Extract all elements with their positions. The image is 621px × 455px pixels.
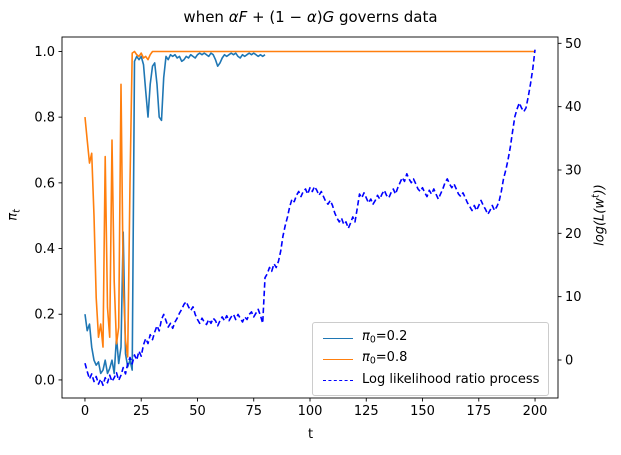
legend-item-log-likelihood-ratio: Log likelihood ratio process xyxy=(323,371,540,388)
text-part: Log likelihood ratio process xyxy=(362,371,540,387)
text-part: log(L(w xyxy=(592,197,608,246)
y-tick-label-left: 0.0 xyxy=(34,373,55,388)
text-part: 0 xyxy=(369,334,376,346)
text-part: α xyxy=(306,8,317,26)
y-tick-label-left: 0.8 xyxy=(34,111,55,126)
y-tick-label-right: 20 xyxy=(565,227,582,242)
y-tick-label-right: 10 xyxy=(565,290,582,305)
text-part: =0.8 xyxy=(375,350,408,366)
y-tick-label-left: 1.0 xyxy=(34,45,55,60)
text-part: )) xyxy=(592,184,608,195)
series-llr xyxy=(84,49,536,387)
text-part: t xyxy=(590,194,602,198)
y-tick-label-left: 0.6 xyxy=(34,176,55,191)
text-part: 0 xyxy=(369,355,376,367)
y-tick-label-left: 0.4 xyxy=(34,242,55,257)
legend-item-pi0-08: π0=0.8 xyxy=(323,350,538,367)
legend-label: π0=0.2 xyxy=(362,329,408,346)
series-pi0-08 xyxy=(84,50,535,358)
y-axis-label-right: log(L(wt)) xyxy=(591,184,608,246)
x-tick-label: 125 xyxy=(354,404,379,419)
text-part: αF xyxy=(228,8,248,26)
legend-line-sample xyxy=(323,337,353,339)
y-tick-label-right: 50 xyxy=(565,37,582,52)
x-tick-label: 50 xyxy=(189,404,206,419)
legend-label: Log likelihood ratio process xyxy=(362,371,540,388)
text-part: + (1 − xyxy=(247,8,307,26)
text-part: ) xyxy=(316,8,323,26)
chart-title: when αF + (1 − α)G governs data xyxy=(0,8,621,26)
y-tick-label-right: 30 xyxy=(565,164,582,179)
text-part: π xyxy=(5,212,21,221)
text-part: =0.2 xyxy=(375,329,408,344)
y-tick-label-right: 40 xyxy=(565,100,582,115)
text-part: π xyxy=(362,329,370,344)
x-tick-label: 175 xyxy=(466,404,491,419)
legend-item-pi0-02: π0=0.2 xyxy=(323,329,538,346)
legend-line-sample xyxy=(323,359,353,361)
x-tick-label: 75 xyxy=(245,404,262,419)
x-tick-label: 25 xyxy=(133,404,150,419)
series-pi0-02 xyxy=(84,52,266,375)
text-part: governs data xyxy=(334,8,438,26)
x-axis-label: t xyxy=(307,427,314,442)
x-tick-label: 150 xyxy=(410,404,435,419)
text-part: G xyxy=(322,8,335,26)
x-tick-label: 0 xyxy=(81,404,89,419)
legend-line-sample xyxy=(323,379,353,381)
y-axis-label-left: πt xyxy=(6,209,23,221)
y-tick-label-left: 0.2 xyxy=(34,308,55,323)
legend: π0=0.2 π0=0.8 Log likelihood ratio proce… xyxy=(312,322,549,396)
text-part: π xyxy=(362,350,370,366)
legend-label: π0=0.8 xyxy=(362,350,408,367)
text-part: when xyxy=(183,8,229,26)
text-part: t xyxy=(11,209,23,213)
y-tick-label-right: 0 xyxy=(565,354,573,369)
x-tick-label: 100 xyxy=(298,404,323,419)
x-tick-label: 200 xyxy=(523,404,548,419)
